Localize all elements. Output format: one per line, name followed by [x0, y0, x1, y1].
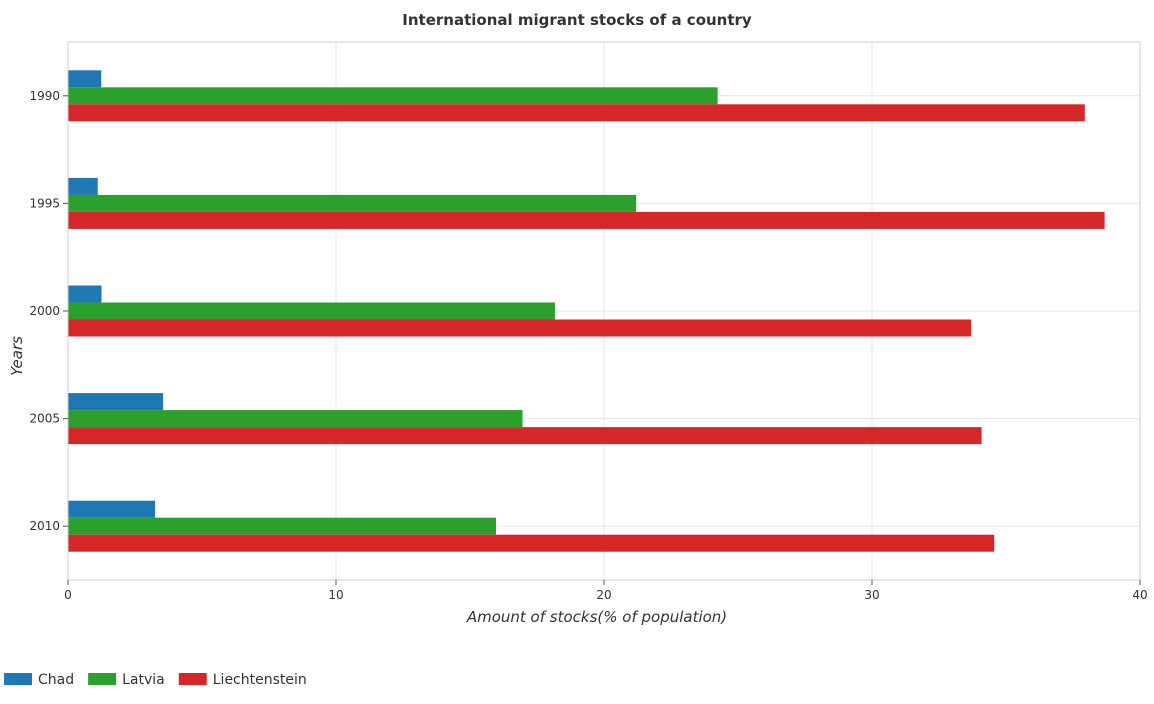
- y-tick-label: 1995: [29, 196, 60, 210]
- bar-chad-1990: [68, 70, 102, 88]
- legend-label-liechtenstein: Liechtenstein: [213, 672, 307, 688]
- chart-title: International migrant stocks of a countr…: [402, 11, 752, 29]
- bar-chad-1995: [68, 177, 98, 195]
- x-tick-label: 30: [864, 588, 879, 602]
- bar-liechtenstein-1995: [68, 211, 1105, 229]
- bars: [68, 70, 1105, 552]
- legend-swatch-chad: [4, 673, 32, 685]
- bar-latvia-1990: [68, 87, 718, 105]
- bar-latvia-2010: [68, 517, 496, 535]
- bar-chad-2000: [68, 285, 102, 303]
- y-axis-label: Years: [8, 336, 26, 376]
- y-tick-label: 1990: [29, 89, 60, 103]
- y-tick-label: 2000: [29, 304, 60, 318]
- bar-latvia-1995: [68, 194, 637, 212]
- x-tick-label: 40: [1132, 588, 1147, 602]
- x-tick-label: 10: [328, 588, 343, 602]
- legend: Chad Latvia Liechtenstein: [4, 672, 307, 688]
- legend-swatch-liechtenstein: [178, 673, 207, 685]
- x-tick-label: 0: [64, 588, 72, 602]
- axes: 0 10 20 30 40 1990 1995 2000 2005 2010: [29, 41, 1148, 602]
- bar-latvia-2005: [68, 410, 523, 428]
- bar-liechtenstein-1990: [68, 104, 1085, 122]
- bar-chad-2010: [68, 500, 156, 518]
- legend-label-latvia: Latvia: [122, 672, 165, 688]
- bar-liechtenstein-2000: [68, 319, 972, 337]
- x-axis-label: Amount of stocks(% of population): [466, 608, 727, 626]
- y-tick-label: 2005: [29, 412, 60, 426]
- bar-latvia-2000: [68, 302, 555, 320]
- bar-liechtenstein-2010: [68, 534, 995, 552]
- legend-swatch-latvia: [88, 673, 117, 685]
- bar-chad-2005: [68, 393, 164, 411]
- legend-label-chad: Chad: [38, 672, 74, 688]
- bar-liechtenstein-2005: [68, 427, 982, 445]
- y-tick-label: 2010: [29, 519, 60, 533]
- x-tick-label: 20: [596, 588, 611, 602]
